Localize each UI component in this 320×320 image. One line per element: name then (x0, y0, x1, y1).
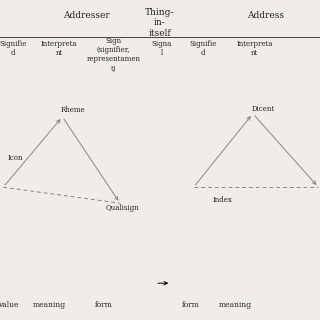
Text: Thing-
in-
itself: Thing- in- itself (145, 8, 175, 38)
Text: Signifie
d: Signifie d (0, 40, 27, 57)
Text: value: value (0, 301, 18, 309)
Text: Sign
(signifier,
representamen
t): Sign (signifier, representamen t) (87, 37, 140, 72)
Text: Dicent: Dicent (251, 105, 274, 113)
Text: Address: Address (247, 11, 284, 20)
Text: meaning: meaning (219, 301, 252, 309)
Text: Interpreta
nt: Interpreta nt (41, 40, 77, 57)
Text: Signifie
d: Signifie d (189, 40, 217, 57)
Text: form: form (181, 301, 199, 309)
Text: Rheme: Rheme (61, 106, 85, 114)
Text: Index: Index (213, 196, 233, 204)
Text: form: form (95, 301, 113, 309)
Text: Signa
l: Signa l (151, 40, 172, 57)
Text: Addresser: Addresser (63, 11, 110, 20)
Text: Qualisign: Qualisign (106, 204, 139, 212)
Text: Icon: Icon (8, 155, 23, 163)
Text: Interpreta
nt: Interpreta nt (236, 40, 273, 57)
Text: meaning: meaning (33, 301, 66, 309)
